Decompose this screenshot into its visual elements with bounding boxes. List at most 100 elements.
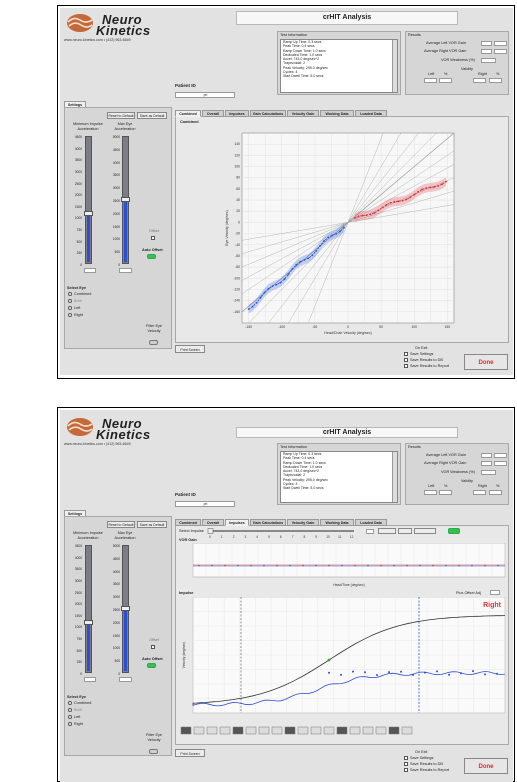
save-db-label: Save Results to DB	[410, 762, 443, 766]
eye-radio-right[interactable]	[68, 722, 72, 726]
scale-tick-label: 500	[114, 659, 120, 664]
gain-point	[315, 564, 317, 567]
offset-checkbox[interactable]	[151, 645, 155, 649]
max-eye-slider-thumb[interactable]	[121, 197, 130, 202]
save-db-checkbox[interactable]	[404, 358, 408, 362]
save-default-button[interactable]: Save as Default	[137, 521, 167, 528]
left-series-point	[315, 250, 318, 252]
eye-radio-both[interactable]	[68, 299, 72, 303]
tab-overall[interactable]: Overall	[202, 519, 224, 526]
select-eye-label: Select Eye	[67, 695, 86, 699]
tab-gain-calculations[interactable]: Gain Calculations	[250, 110, 286, 117]
tab-loaded-data[interactable]: Loaded Data	[355, 519, 387, 526]
tab-impulses[interactable]: Impulses	[225, 110, 249, 117]
done-button[interactable]: Done	[464, 758, 508, 774]
save-settings-checkbox[interactable]	[404, 756, 408, 760]
slider-track	[208, 530, 354, 532]
x-tick-label: -50	[312, 325, 317, 329]
tab-combined[interactable]: Combined	[175, 110, 201, 117]
graph-toolbar[interactable]	[179, 726, 419, 736]
tab-working-data[interactable]: Working Data	[320, 110, 354, 117]
toolbar-button	[284, 726, 296, 735]
gain-point	[406, 564, 408, 567]
list-item: Ramp Down Time: 1.0 secs	[283, 460, 326, 465]
plus-offset-field[interactable]	[490, 590, 500, 595]
left-series-point	[295, 263, 298, 266]
offset-checkbox[interactable]	[151, 236, 155, 240]
save-settings-checkbox[interactable]	[404, 352, 408, 356]
save-report-checkbox[interactable]	[404, 364, 408, 368]
tab-combined[interactable]: Combined	[175, 519, 201, 526]
toolbar-button	[180, 726, 192, 735]
right-series-point	[445, 180, 447, 183]
min-impulse-slider-thumb[interactable]	[84, 620, 93, 625]
save-default-button[interactable]: Save as Default	[137, 112, 167, 119]
filter-eye-toggle[interactable]	[149, 749, 158, 754]
validity-right-count	[473, 490, 486, 495]
test-info-list[interactable]: Ramp Up Time: 0.3 secs Peak Time: 0.4 se…	[280, 39, 398, 93]
filter-eye-toggle[interactable]	[149, 340, 158, 345]
scale-tick-label: 4500	[112, 556, 120, 561]
y-tick-label: -60	[235, 254, 240, 258]
min-impulse-slider[interactable]	[84, 136, 93, 264]
patient-id-field[interactable]: prt	[175, 501, 235, 507]
apply-impulse-button[interactable]	[378, 528, 396, 534]
reset-offsets-button[interactable]	[414, 528, 436, 534]
scale-tick-label: 4000	[74, 555, 82, 560]
patient-id-field[interactable]: prt	[175, 92, 235, 98]
slider-tick-label: 10	[326, 535, 330, 539]
save-db-checkbox[interactable]	[404, 762, 408, 766]
select-impulse-slider[interactable]: 0 1 2 3 4 5 6 7 8 9 10 11 12	[206, 527, 356, 539]
eye-radio-left[interactable]	[68, 306, 72, 310]
patient-id-label: Patient ID	[175, 83, 196, 88]
eye-radio-left[interactable]	[68, 715, 72, 719]
enable-button[interactable]	[398, 528, 412, 534]
tab-velocity-gain[interactable]: Velocity Gain	[287, 110, 319, 117]
list-item: Dedicated Time: 1.0 secs	[283, 464, 323, 469]
eye-radio-right[interactable]	[68, 313, 72, 317]
tab-working-data[interactable]: Working Data	[320, 519, 354, 526]
done-button[interactable]: Done	[464, 354, 508, 370]
y-tick-label: -160	[233, 310, 240, 314]
toolbar-button	[336, 726, 348, 735]
right-series-point	[361, 214, 364, 217]
tab-velocity-gain[interactable]: Velocity Gain	[287, 519, 319, 526]
gain-point	[328, 564, 330, 567]
toolbar-button	[297, 726, 309, 735]
max-eye-value[interactable]	[119, 677, 132, 682]
eye-radio-combined[interactable]	[68, 292, 72, 296]
scrollbar[interactable]	[392, 40, 397, 92]
print-screen-button[interactable]: Print Screen	[175, 345, 205, 353]
max-eye-slider[interactable]	[121, 545, 130, 673]
reset-default-button[interactable]: Reset to Default	[107, 521, 135, 528]
eye-radio-combined[interactable]	[68, 701, 72, 705]
max-eye-value[interactable]	[119, 268, 132, 273]
right-series-point	[385, 203, 388, 206]
auto-offset-toggle[interactable]	[147, 663, 156, 668]
min-impulse-value[interactable]	[84, 677, 96, 682]
tab-impulses[interactable]: Impulses	[225, 519, 249, 526]
tab-gain-calculations[interactable]: Gain Calculations	[250, 519, 286, 526]
auto-offset-toggle[interactable]	[147, 254, 156, 259]
eye-label-both: Both	[74, 299, 82, 303]
reset-default-button[interactable]: Reset to Default	[107, 112, 135, 119]
min-impulse-slider-thumb[interactable]	[84, 211, 93, 216]
side-label: Right	[483, 602, 502, 609]
max-eye-slider[interactable]	[121, 136, 130, 264]
left-series-point	[279, 281, 282, 284]
right-series-point	[369, 213, 372, 216]
scrollbar[interactable]	[392, 452, 397, 502]
tab-overall[interactable]: Overall	[202, 110, 224, 117]
scale-tick-label: 1500	[112, 224, 120, 229]
max-eye-slider-thumb[interactable]	[121, 606, 130, 611]
save-report-checkbox[interactable]	[404, 768, 408, 772]
list-item: Peak Time: 0.4 secs	[283, 44, 315, 49]
print-screen-button[interactable]: Print Screen	[175, 749, 205, 757]
min-impulse-slider[interactable]	[84, 545, 93, 673]
impulse-number-field[interactable]	[366, 529, 374, 534]
tab-loaded-data[interactable]: Loaded Data	[355, 110, 387, 117]
app-window-2: Neuro Kinetics www.neuro-kinetics.com • …	[60, 410, 513, 782]
eye-radio-both[interactable]	[68, 708, 72, 712]
min-impulse-value[interactable]	[84, 268, 96, 273]
test-info-list[interactable]: Ramp Up Time: 0.3 secs Peak Time: 0.4 se…	[280, 451, 398, 503]
